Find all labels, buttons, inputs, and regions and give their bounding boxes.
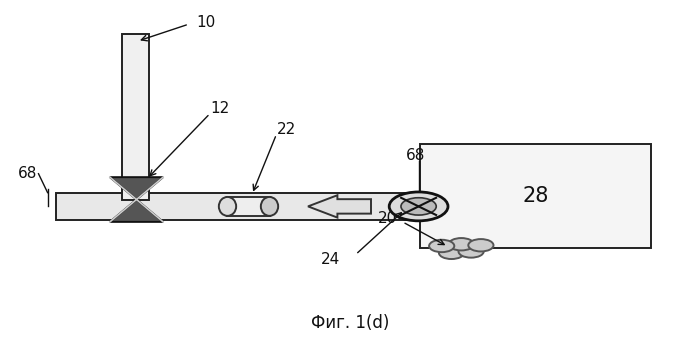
Polygon shape (110, 200, 163, 222)
Text: 24: 24 (321, 252, 340, 267)
Ellipse shape (219, 197, 236, 216)
Text: 10: 10 (196, 15, 216, 30)
Bar (56, 193, 420, 220)
Text: 12: 12 (210, 101, 230, 116)
Text: 28: 28 (522, 186, 549, 206)
Text: 22: 22 (276, 121, 295, 137)
Text: Фиг. 1(d): Фиг. 1(d) (311, 314, 389, 332)
Circle shape (429, 240, 454, 252)
Polygon shape (110, 177, 163, 200)
Bar (228, 197, 270, 216)
FancyArrow shape (308, 195, 371, 217)
Circle shape (401, 198, 436, 215)
Bar (122, 34, 149, 200)
Circle shape (458, 245, 484, 258)
Circle shape (389, 192, 448, 221)
Circle shape (449, 238, 474, 250)
Text: 68: 68 (18, 166, 37, 181)
Circle shape (468, 239, 493, 251)
Ellipse shape (261, 197, 278, 216)
Circle shape (439, 247, 464, 259)
Text: 20: 20 (378, 211, 398, 226)
Text: 68: 68 (406, 148, 426, 163)
Bar (420, 144, 651, 248)
